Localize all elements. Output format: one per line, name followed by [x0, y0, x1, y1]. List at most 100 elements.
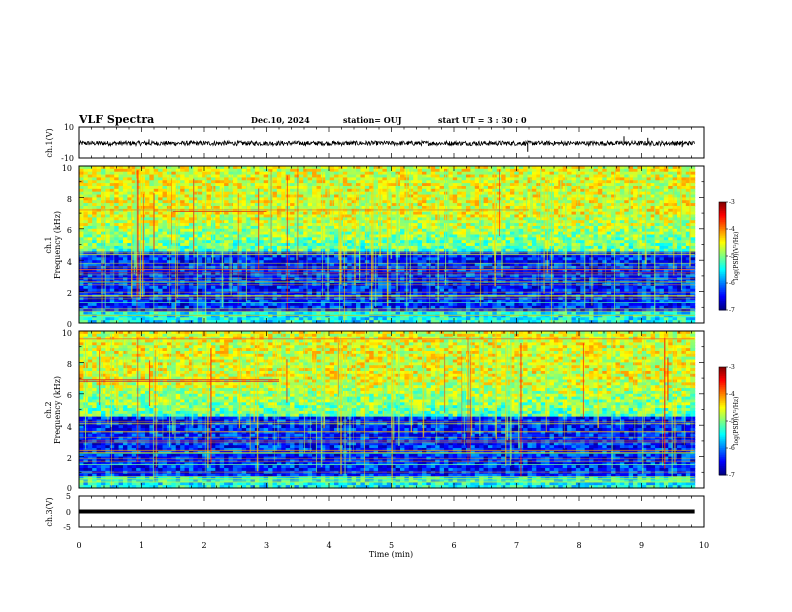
- spectrogram-cell: [672, 185, 678, 190]
- spectrogram-cell: [567, 185, 573, 190]
- spectrogram-cell: [290, 177, 296, 181]
- spectrogram-cell: [509, 217, 515, 221]
- spectrogram-cell: [628, 188, 634, 193]
- spectrogram-cell: [443, 217, 449, 221]
- spectrogram-cell: [382, 197, 388, 201]
- spectrogram-cell: [325, 174, 331, 179]
- spectrogram-cell: [452, 220, 458, 224]
- spectrogram-cell: [413, 180, 419, 184]
- spectrogram-cell: [162, 194, 168, 198]
- spectrogram-cell: [250, 185, 256, 190]
- spectrogram-cell: [479, 166, 485, 170]
- spectrogram-cell: [575, 188, 581, 193]
- spectrogram-cell: [254, 208, 260, 213]
- spectrogram-cell: [571, 217, 577, 221]
- spectrogram-cell: [224, 171, 230, 176]
- spectrogram-cell: [197, 200, 203, 204]
- spectrogram-cell: [206, 203, 212, 207]
- spectrogram-cell: [430, 171, 436, 176]
- spectrogram-cell: [369, 177, 375, 181]
- spectrogram-cell: [421, 228, 427, 233]
- spectrogram-cell: [96, 188, 102, 193]
- spectrogram-cell: [567, 177, 573, 181]
- spectrogram-cell: [144, 188, 150, 193]
- spectrogram-cell: [268, 177, 274, 181]
- spectrogram-cell: [215, 217, 221, 221]
- spectrogram-cell: [83, 191, 89, 196]
- spectrogram-cell: [303, 188, 309, 193]
- spectrogram-cell: [180, 194, 186, 198]
- spectrogram-cell: [246, 217, 252, 221]
- spectrogram-cell: [663, 217, 669, 221]
- spectrogram-cell: [681, 168, 687, 173]
- spectrogram-cell: [188, 208, 194, 213]
- spectrogram-cell: [677, 168, 683, 173]
- spectrogram-cell: [452, 174, 458, 179]
- spectrogram-cell: [408, 205, 414, 210]
- spectrogram-cell: [87, 177, 93, 181]
- spectrogram-cell: [294, 166, 300, 170]
- spectrogram-cell: [602, 211, 608, 216]
- spectrogram-cell: [254, 203, 260, 207]
- spectrogram-cell: [153, 185, 159, 190]
- spectrogram-cell: [79, 217, 84, 221]
- spectrogram-cell: [690, 211, 696, 216]
- spectrogram-cell: [162, 177, 168, 181]
- spectrogram-cell: [162, 217, 168, 221]
- spectrogram-cell: [241, 214, 247, 218]
- spectrogram-cell: [144, 217, 150, 221]
- spectrogram-cell: [149, 171, 155, 176]
- spectrogram-cell: [668, 168, 674, 173]
- spectrogram-cell: [465, 180, 471, 184]
- spectrogram-cell: [633, 168, 639, 173]
- spectrogram-cell: [567, 194, 573, 198]
- spectrogram-cell: [606, 180, 612, 184]
- spectrogram-cell: [637, 223, 643, 227]
- spectrogram-cell: [633, 174, 639, 179]
- spectrogram-cell: [290, 205, 296, 210]
- spectrogram-cell: [334, 174, 340, 179]
- spectrogram-cell: [681, 180, 687, 184]
- spectrogram-cell: [448, 191, 454, 196]
- ch1-spectrogram-panel: 10 8 6 4 2 0 ch.1 Frequency (kHz) -3-4-5…: [44, 164, 740, 329]
- spectrogram-cell: [193, 208, 199, 213]
- spectrogram-cell: [452, 200, 458, 204]
- spectrogram-cell: [527, 168, 533, 173]
- spectrogram-cell: [685, 225, 691, 230]
- spectrogram-cell: [171, 205, 177, 210]
- spectrogram-cell: [118, 188, 124, 193]
- spectrogram-cell: [501, 208, 507, 213]
- spectrogram-cell: [114, 200, 120, 204]
- spectrogram-cell: [580, 177, 586, 181]
- spectrogram-cell: [206, 214, 212, 218]
- spectrogram-cell: [474, 228, 480, 233]
- spectrogram-cell: [290, 208, 296, 213]
- spectrogram-cell: [92, 180, 98, 184]
- spectrogram-cell: [400, 217, 405, 221]
- spectrogram-cell: [114, 194, 120, 198]
- spectrogram-cell: [518, 174, 524, 179]
- spectrogram-cell: [461, 211, 467, 216]
- spectrogram-cell: [421, 168, 427, 173]
- spectrogram-cell: [677, 171, 683, 176]
- spectrogram-cell: [663, 174, 669, 179]
- spectrogram-cell: [470, 220, 476, 224]
- spectrogram-cell: [413, 223, 419, 227]
- spectrogram-cell: [79, 185, 84, 190]
- spectrogram-cell: [206, 177, 212, 181]
- spectrogram-cell: [593, 211, 599, 216]
- spectrogram-cell: [276, 188, 282, 193]
- spectrogram-cell: [338, 177, 344, 181]
- spectrogram-cell: [285, 180, 291, 184]
- spectrogram-cell: [509, 220, 515, 224]
- spectrogram-cell: [386, 197, 392, 201]
- spectrogram-cell: [540, 211, 546, 216]
- spectrogram-cell: [474, 200, 480, 204]
- spectrogram-cell: [215, 168, 221, 173]
- spectrogram-cell: [272, 171, 278, 176]
- spectrogram-cell: [237, 183, 243, 187]
- spectrogram-cell: [369, 183, 375, 187]
- spectrogram-cell: [153, 177, 159, 181]
- spectrogram-cell: [505, 168, 511, 173]
- spectrogram-cell: [514, 174, 520, 179]
